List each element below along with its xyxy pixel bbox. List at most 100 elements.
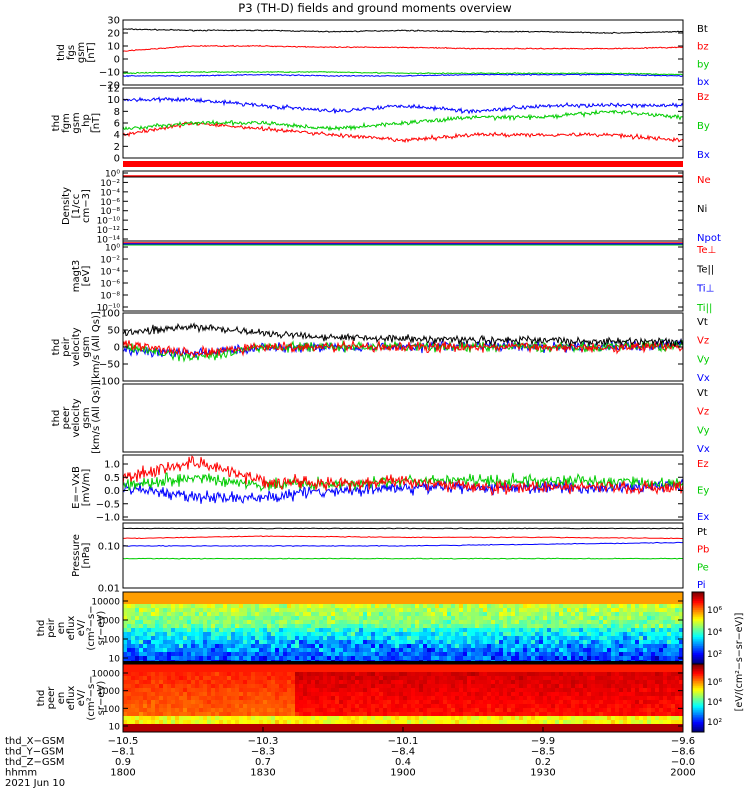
peer-cell (607, 716, 611, 720)
peer-cell (235, 720, 239, 724)
peir-cell (563, 612, 567, 616)
peir-cell (615, 632, 619, 636)
peer-cell (227, 700, 231, 704)
peer-cell (547, 672, 551, 676)
peir-cell (431, 632, 435, 636)
peir-cell (383, 604, 387, 608)
peer-cell (491, 696, 495, 700)
peir-cell (335, 620, 339, 624)
peer-cell (615, 680, 619, 684)
peer-cell (439, 684, 443, 688)
peir-cell (227, 596, 231, 600)
peer-cell (443, 680, 447, 684)
peer-cell (387, 684, 391, 688)
peir-cell (443, 616, 447, 620)
peer-cell (191, 692, 195, 696)
peir-cell (203, 620, 207, 624)
peer-cell (211, 692, 215, 696)
peir-cell (643, 628, 647, 632)
peir-cell (619, 640, 623, 644)
peir-cell (339, 616, 343, 620)
density-ytick-label: 10⁻¹² (97, 226, 121, 236)
peer-cell (591, 712, 595, 716)
peir-cell (191, 596, 195, 600)
peer-cell (239, 704, 243, 708)
peir-cell (499, 640, 503, 644)
peer-cell (211, 680, 215, 684)
peer-cell (283, 720, 287, 724)
peer-cell (563, 680, 567, 684)
peer-cell (371, 700, 375, 704)
efield-Ez-line (122, 455, 684, 497)
peer-cell (135, 720, 139, 724)
peer-cell (223, 708, 227, 712)
peer-cell (387, 680, 391, 684)
peir-cell (523, 624, 527, 628)
peer-cell (375, 664, 379, 668)
peer-cell (595, 680, 599, 684)
peir-cell (147, 592, 151, 596)
peer-cell (523, 684, 527, 688)
peer-cell (283, 724, 287, 728)
peir-cell (667, 624, 671, 628)
peir-cell (559, 628, 563, 632)
peer-cell (199, 712, 203, 716)
peer-cell (363, 720, 367, 724)
peer-cell (231, 696, 235, 700)
peir-cell (255, 624, 259, 628)
peir-cell (663, 632, 667, 636)
peir-cell (499, 648, 503, 652)
peer-cell (387, 724, 391, 728)
peir-cell (631, 628, 635, 632)
peer-cell (219, 704, 223, 708)
peir-cell (271, 644, 275, 648)
peir-cell (155, 604, 159, 608)
peer-cell (323, 672, 327, 676)
peer-cell (371, 684, 375, 688)
peir-cell (183, 640, 187, 644)
peer-cell (307, 668, 311, 672)
peir-cell (287, 624, 291, 628)
peer-cell (367, 680, 371, 684)
peir-cell (599, 608, 603, 612)
peir-cell (259, 656, 263, 660)
peir-cell (167, 624, 171, 628)
peir-cell (647, 592, 651, 596)
peer-cell (443, 692, 447, 696)
peir-cell (187, 620, 191, 624)
peir-cell (167, 640, 171, 644)
peir-cell (339, 612, 343, 616)
peer-cell (343, 664, 347, 668)
peir-cell (467, 640, 471, 644)
peer-cell (419, 664, 423, 668)
peer-cell (483, 676, 487, 680)
peer-cell (163, 680, 167, 684)
peer-cell (655, 676, 659, 680)
peer-cell (243, 704, 247, 708)
peir-cell (163, 592, 167, 596)
peir-cell (463, 608, 467, 612)
peer-cell (515, 668, 519, 672)
peer-cell (351, 688, 355, 692)
peir-cell (283, 648, 287, 652)
peer-cell (531, 716, 535, 720)
fgs-Bt-line (122, 28, 684, 35)
peer-cell (567, 708, 571, 712)
peir-cell (447, 648, 451, 652)
peer-cell (331, 696, 335, 700)
peir-cell (679, 644, 683, 648)
peer-cell (227, 672, 231, 676)
peer-cell (483, 692, 487, 696)
peer-cell (199, 664, 203, 668)
peer-cell (563, 720, 567, 724)
peer-cell (315, 720, 319, 724)
peir-cell (463, 600, 467, 604)
peer-cell (483, 720, 487, 724)
peir-cell (595, 648, 599, 652)
peer-cell (263, 672, 267, 676)
peir-cell (567, 652, 571, 656)
peir-cell (535, 616, 539, 620)
peer-cell (479, 664, 483, 668)
fgm-ytick-label: 0 (114, 154, 120, 165)
peir-cell (359, 624, 363, 628)
